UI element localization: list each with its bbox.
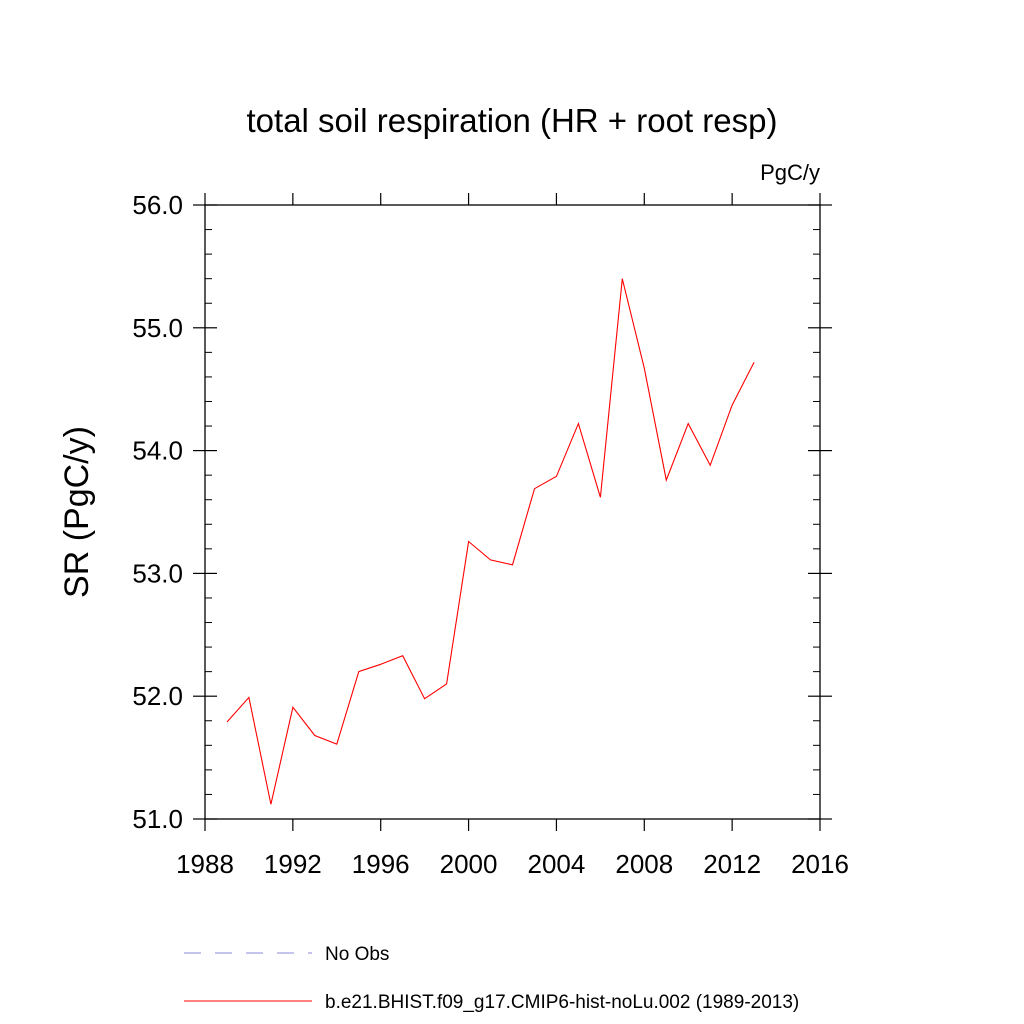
series-line (226, 278, 755, 805)
units-label: PgC/y (760, 160, 820, 185)
legend-label: b.e21.BHIST.f09_g17.CMIP6-hist-noLu.002 … (325, 992, 799, 1013)
x-tick-label: 1996 (352, 849, 410, 879)
y-tick-label: 55.0 (132, 313, 183, 343)
series-layer (226, 278, 755, 805)
x-tick-label: 2000 (440, 849, 498, 879)
chart-title: total soil respiration (HR + root resp) (247, 102, 778, 139)
legend-label: No Obs (325, 944, 389, 965)
x-tick-label: 2008 (615, 849, 673, 879)
plot-frame (204, 204, 821, 820)
y-tick-label: 56.0 (132, 190, 183, 220)
y-tick-label: 51.0 (132, 804, 183, 834)
x-tick-label: 1988 (176, 849, 234, 879)
tick-labels: 1988 1992 1996 2000 2004 2008 2012 2016 51.0 52.0… (132, 190, 849, 879)
legend: No Obs b.e21.BHIST.f09_g17.CMIP6-hist-noL… (184, 944, 799, 1013)
y-tick-label: 52.0 (132, 681, 183, 711)
x-tick-label: 1992 (264, 849, 322, 879)
x-tick-label: 2016 (791, 849, 849, 879)
y-tick-label: 54.0 (132, 436, 183, 466)
y-tick-label: 53.0 (132, 558, 183, 588)
y-axis-label: SR (PgC/y) (58, 426, 96, 598)
x-tick-label: 2004 (528, 849, 586, 879)
x-tick-label: 2012 (703, 849, 761, 879)
axis-ticks (193, 193, 832, 831)
